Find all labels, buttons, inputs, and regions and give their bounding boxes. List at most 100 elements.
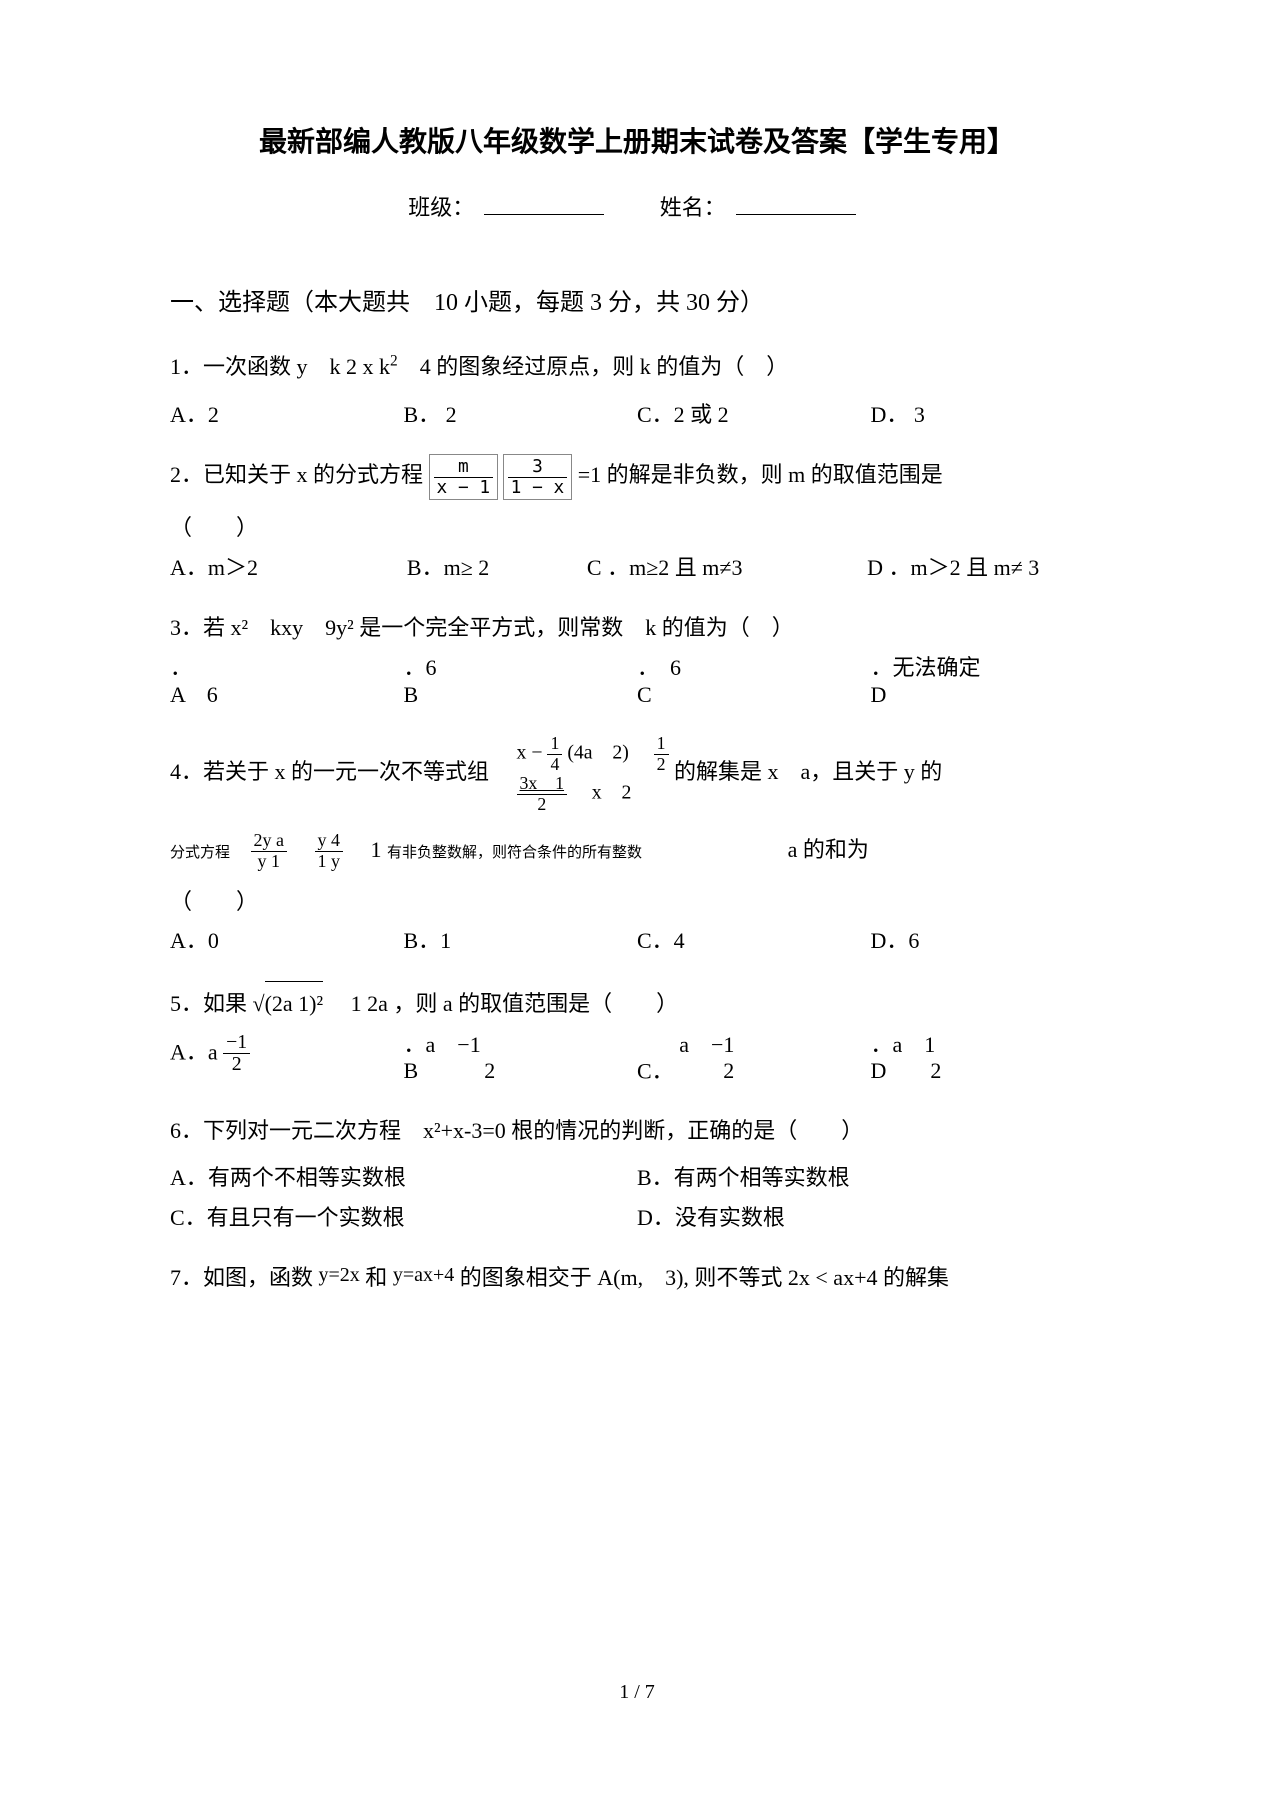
q3-optA-label: A <box>170 682 185 707</box>
q7-text: 7．如图，函数 y=2x 和 y=ax+4 的图象相交于 A(m, 3), 则不… <box>170 1257 1104 1298</box>
q2-frac1: mx − 1 <box>429 454 499 500</box>
q5-optB: ．a −1B 2 <box>404 1032 638 1091</box>
q4-system: x − 14 (4a 2) 12 3x 12 x 2 <box>517 734 669 814</box>
q5-optB-label: B <box>404 1058 419 1083</box>
q5-optA-den: 2 <box>223 1054 250 1076</box>
q5-sqrt-content: (2a 1)² <box>265 981 324 1024</box>
q2-text: 2．已知关于 x 的分式方程 mx − 1 31 − x =1 的解是非负数，则… <box>170 454 1104 500</box>
q6-options: A．有两个不相等实数根 B．有两个相等实数根 C．有且只有一个实数根 D．没有实… <box>170 1158 1104 1237</box>
q1-optA: A．2 <box>170 395 404 435</box>
q5-optA-num: −1 <box>223 1032 250 1055</box>
q5-prefix: 5．如果 <box>170 991 253 1016</box>
q7-prefix: 7．如图，函数 <box>170 1265 319 1290</box>
q3-optB-val: 6 <box>426 655 437 680</box>
q5-optA-label: A．a <box>170 1039 218 1064</box>
q1-text: 1．一次函数 y k 2 x k2 4 的图象经过原点，则 k 的值为（ ） <box>170 347 1104 387</box>
q3-options: ．A 6 ．6B ． 6C ．无法确定D <box>170 655 1104 714</box>
q3-optB: ．6B <box>404 655 638 714</box>
q1-options: A．2 B． 2 C．2 或 2 D． 3 <box>170 395 1104 435</box>
q6-optA: A．有两个不相等实数根 <box>170 1158 637 1198</box>
q4-l1-num: 1 <box>547 734 562 755</box>
q4-l2-num: 3x 1 <box>517 774 568 795</box>
q5-optD: ．a 1D 2 <box>871 1032 1105 1091</box>
q4-options: A．0 B．1 C．4 D．6 <box>170 921 1104 961</box>
page-number: 1 / 7 <box>619 1681 655 1704</box>
q7-suffix: 的图象相交于 A(m, 3), 则不等式 2x < ax+4 的解集 <box>460 1265 949 1290</box>
q4-prefix: 4．若关于 x 的一元一次不等式组 <box>170 759 511 784</box>
q2-frac1-den: x − 1 <box>434 478 494 498</box>
page-title: 最新部编人教版八年级数学上册期末试卷及答案【学生专用】 <box>170 120 1104 160</box>
q2-frac2: 31 − x <box>503 454 573 500</box>
q4-t2-prefix: 分式方程 <box>170 845 245 861</box>
q5-optC-den: 2 <box>723 1058 734 1083</box>
q3-optC-val: 6 <box>670 655 681 680</box>
q6-optC: C．有且只有一个实数根 <box>170 1198 637 1238</box>
q4-l2-den: 2 <box>517 795 568 815</box>
student-info-row: 班级： 姓名： <box>170 190 1104 222</box>
q4-f4-num: y 4 <box>315 831 344 852</box>
q5-suffix: 1 2a ，则 a 的取值范围是（ ） <box>329 991 679 1016</box>
q4-t2-suffix: a 的和为 <box>788 837 869 862</box>
q5-optB-den: 2 <box>484 1058 495 1083</box>
q3-optA: ．A 6 <box>170 655 404 714</box>
q4-optB: B．1 <box>404 921 638 961</box>
q1-optD: D． 3 <box>871 395 1105 435</box>
name-label: 姓名： <box>660 195 726 220</box>
q5-optD-label: D <box>871 1058 887 1083</box>
q4-optA: A．0 <box>170 921 404 961</box>
question-7: 7．如图，函数 y=2x 和 y=ax+4 的图象相交于 A(m, 3), 则不… <box>170 1257 1104 1298</box>
q2-frac2-num: 3 <box>508 457 568 478</box>
q3-optD: ．无法确定D <box>871 655 1105 714</box>
name-blank[interactable] <box>736 214 856 215</box>
class-blank[interactable] <box>484 214 604 215</box>
q1-prefix: 1．一次函数 y k 2 x k <box>170 354 390 379</box>
q3-optB-label: B <box>404 682 419 707</box>
q2-prefix: 2．已知关于 x 的分式方程 <box>170 462 429 487</box>
q4-t2-mid: 1 <box>349 837 382 862</box>
q3-text: 3．若 x² kxy 9y² 是一个完全平方式，则常数 k 的值为（ ） <box>170 608 1104 648</box>
q3-optD-label: D <box>871 682 887 707</box>
q5-optB-text: a −1 <box>426 1032 481 1057</box>
q2-paren: （ ） <box>170 508 1104 548</box>
q1-sup: 2 <box>390 353 398 370</box>
q6-optB: B．有两个相等实数根 <box>637 1158 1104 1198</box>
q4-t2-small: 有非负整数解，则符合条件的所有整数 <box>387 845 642 861</box>
q2-frac2-den: 1 − x <box>508 478 568 498</box>
q5-optC: C． a −1 2 <box>637 1032 871 1091</box>
q1-optC: C．2 或 2 <box>637 395 871 435</box>
q5-optD-text: a 1 <box>893 1032 936 1057</box>
q4-optC: C．4 <box>637 921 871 961</box>
q4-l1r-den: 2 <box>654 755 669 775</box>
q3-optD-val: 无法确定 <box>893 655 981 680</box>
q4-optD: D．6 <box>871 921 1105 961</box>
q6-optD: D．没有实数根 <box>637 1198 1104 1238</box>
question-3: 3．若 x² kxy 9y² 是一个完全平方式，则常数 k 的值为（ ） ．A … <box>170 608 1104 715</box>
q1-suffix: 4 的图象经过原点，则 k 的值为（ ） <box>398 354 789 379</box>
q3-optC: ． 6C <box>637 655 871 714</box>
q3-optA-val: 6 <box>207 682 218 707</box>
q7-mid1: 和 <box>365 1265 393 1290</box>
q4-f4-den: 1 y <box>315 852 344 872</box>
q2-optA: A．m＞2 <box>170 548 407 588</box>
q7-eq1: y=2x <box>319 1264 360 1286</box>
q3-optC-label: C <box>637 682 652 707</box>
question-2: 2．已知关于 x 的分式方程 mx − 1 31 − x =1 的解是非负数，则… <box>170 454 1104 587</box>
q5-optA: A．a −12 <box>170 1032 404 1091</box>
question-1: 1．一次函数 y k 2 x k2 4 的图象经过原点，则 k 的值为（ ） A… <box>170 347 1104 434</box>
q4-l1-mid: (4a 2) <box>567 742 629 764</box>
q4-l2-right: x 2 <box>572 782 631 804</box>
q4-paren: （ ） <box>170 882 1104 922</box>
q2-suffix: =1 的解是非负数，则 m 的取值范围是 <box>578 462 943 487</box>
q2-optD: D ．m＞2 且 m≠ 3 <box>867 548 1104 588</box>
q5-optD-den: 2 <box>930 1058 941 1083</box>
q4-text: 4．若关于 x 的一元一次不等式组 x − 14 (4a 2) 12 3x 12… <box>170 734 1104 814</box>
q4-text2: 分式方程 2y ay 1 y 41 y 1 有非负整数解，则符合条件的所有整数 … <box>170 830 1104 872</box>
q7-eq2: y=ax+4 <box>393 1264 454 1286</box>
q2-optC: C ．m≥2 且 m≠3 <box>587 548 867 588</box>
question-6: 6．下列对一元二次方程 x²+x‐3=0 根的情况的判断，正确的是（ ） A．有… <box>170 1111 1104 1238</box>
q2-optB: B．m≥ 2 <box>407 548 587 588</box>
q4-f3-den: y 1 <box>251 852 288 872</box>
q4-l1-left: x − <box>517 742 543 764</box>
q2-frac1-num: m <box>434 457 494 478</box>
q4-l1r-num: 1 <box>654 734 669 755</box>
